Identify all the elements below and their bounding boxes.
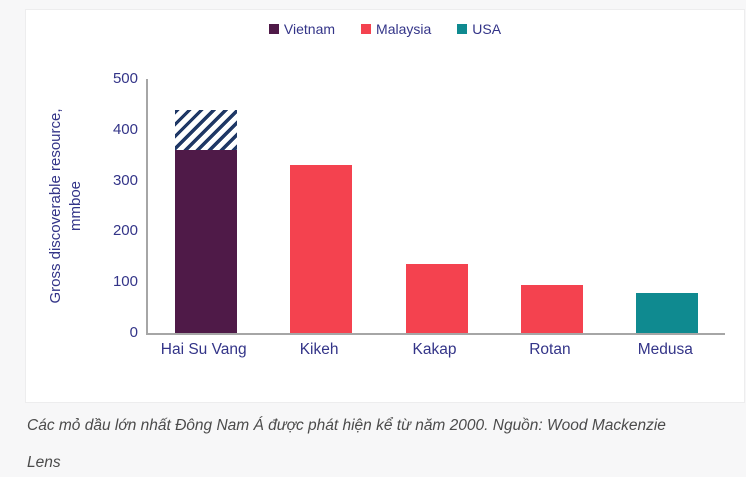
x-label-kakap: Kakap bbox=[412, 341, 457, 358]
y-axis-tick-labels: 0 100 200 300 400 500 bbox=[86, 70, 142, 341]
legend-swatch-usa bbox=[457, 24, 468, 34]
figure-caption: Các mỏ dầu lớn nhất Đông Nam Á được phát… bbox=[27, 417, 666, 471]
bar-hai-su-vang bbox=[174, 150, 237, 333]
bar-kakap bbox=[405, 264, 468, 333]
legend-label-vietnam: Vietnam bbox=[283, 21, 336, 37]
y-tick-300: 300 bbox=[112, 171, 138, 189]
bar-hai-su-vang-hatched-extension bbox=[174, 109, 237, 151]
legend-label-usa: USA bbox=[472, 21, 502, 37]
y-tick-400: 400 bbox=[112, 120, 138, 138]
x-label-rotan: Rotan bbox=[529, 341, 571, 358]
legend-label-malaysia: Malaysia bbox=[376, 21, 432, 37]
y-tick-0: 0 bbox=[129, 324, 138, 341]
legend-swatch-vietnam bbox=[268, 24, 279, 34]
y-tick-200: 200 bbox=[112, 222, 138, 240]
bar-rotan bbox=[520, 284, 583, 333]
y-tick-100: 100 bbox=[112, 273, 138, 291]
chart-card: Vietnam Malaysia USA Gross discoverable re… bbox=[25, 9, 745, 403]
legend-item-usa: USA bbox=[457, 21, 501, 37]
x-label-kikeh: Kikeh bbox=[299, 341, 339, 358]
y-tick-500: 500 bbox=[112, 70, 138, 87]
x-axis-labels: Hai Su Vang Kikeh Kakap Rotan Medusa bbox=[146, 341, 723, 359]
plot-area bbox=[146, 79, 725, 335]
chart-legend: Vietnam Malaysia USA bbox=[26, 21, 744, 37]
bar-medusa bbox=[636, 293, 699, 333]
x-label-hai-su-vang: Hai Su Vang bbox=[160, 341, 247, 358]
x-label-medusa: Medusa bbox=[637, 341, 693, 358]
legend-swatch-malaysia bbox=[361, 24, 372, 34]
bar-kikeh bbox=[290, 165, 353, 333]
legend-item-vietnam: Vietnam bbox=[268, 21, 336, 37]
legend-item-malaysia: Malaysia bbox=[361, 21, 431, 37]
y-axis-title-line1: Gross discoverable resource, bbox=[47, 108, 64, 304]
y-axis-title-line2: mmboe bbox=[67, 180, 84, 232]
